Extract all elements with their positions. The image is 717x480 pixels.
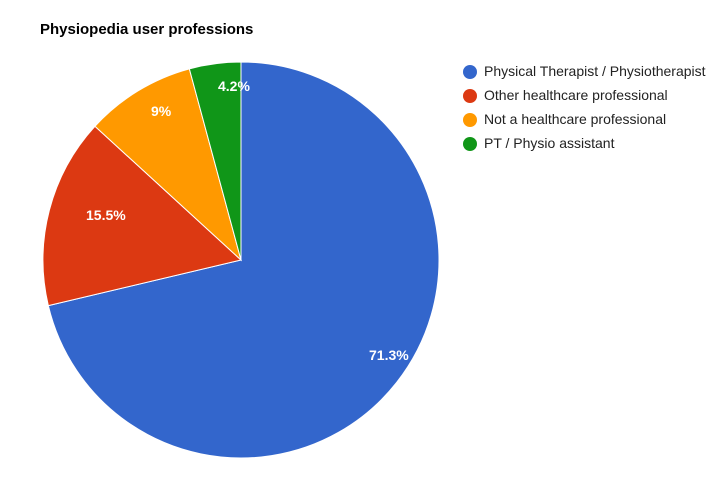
slice-label-3: 4.2% bbox=[218, 78, 250, 94]
chart-title: Physiopedia user professions bbox=[40, 21, 254, 38]
legend-label-3: PT / Physio assistant bbox=[484, 135, 615, 151]
legend-label-0: Physical Therapist / Physiotherapist bbox=[484, 63, 706, 79]
pie-slices bbox=[42, 61, 440, 459]
legend-swatch-3 bbox=[463, 137, 477, 151]
pie-slice-2[interactable] bbox=[94, 68, 242, 262]
legend-swatch-0 bbox=[463, 65, 477, 79]
pie-slice-3[interactable] bbox=[188, 61, 242, 261]
legend-label-2: Not a healthcare professional bbox=[484, 111, 667, 127]
legend-swatch-2 bbox=[463, 113, 477, 127]
pie-slice-0[interactable] bbox=[47, 61, 440, 459]
legend-label-1: Other healthcare professional bbox=[484, 87, 668, 103]
legend-swatch-1 bbox=[463, 89, 477, 103]
legend-item-1[interactable]: Other healthcare professional bbox=[463, 86, 708, 105]
chart-legend: Physical Therapist / Physiotherapist Othe… bbox=[463, 62, 708, 158]
slice-label-1: 15.5% bbox=[86, 207, 126, 223]
legend-item-2[interactable]: Not a healthcare professional bbox=[463, 110, 708, 129]
slice-label-0: 71.3% bbox=[369, 347, 409, 363]
legend-item-3[interactable]: PT / Physio assistant bbox=[463, 134, 708, 153]
slice-label-2: 9% bbox=[151, 103, 172, 119]
legend-item-0[interactable]: Physical Therapist / Physiotherapist bbox=[463, 62, 708, 81]
pie-slice-1[interactable] bbox=[42, 125, 243, 307]
pie-slice-labels: 71.3% 15.5% 9% 4.2% bbox=[86, 78, 409, 363]
